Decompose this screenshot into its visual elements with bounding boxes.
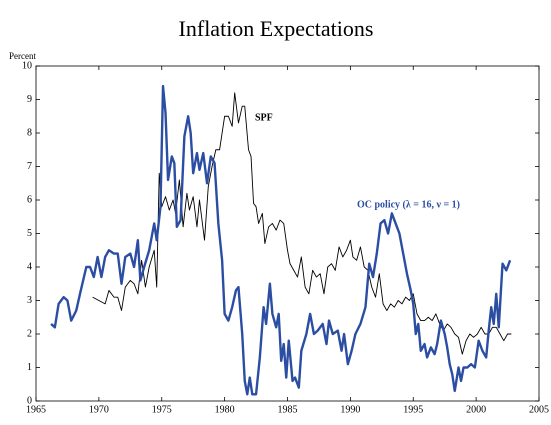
y-tick-label: 10 [22,60,32,71]
y-tick-label: 7 [27,161,32,172]
x-tick-label: 1975 [152,404,172,415]
y-tick-label: 0 [27,395,32,406]
x-tick-label: 2005 [529,404,549,415]
y-tick-label: 9 [27,94,32,105]
x-tick-label: 1965 [26,404,46,415]
y-tick-label: 6 [27,194,32,205]
y-axis-label: Percent [9,51,36,61]
x-tick-label: 1985 [278,404,298,415]
y-tick-label: 4 [27,261,32,272]
series-label: OC policy (λ = 16, ν = 1) [357,199,460,210]
y-tick-label: 5 [27,228,32,239]
y-tick-label: 1 [27,362,32,373]
y-tick-label: 3 [27,295,32,306]
series-line [50,84,512,396]
x-tick-label: 1970 [89,404,109,415]
chart-title: Inflation Expectations [179,16,374,41]
y-tick-label: 8 [27,127,32,138]
x-tick-label: 1995 [403,404,423,415]
series-label: SPF [255,112,273,123]
x-tick-label: 1990 [340,404,360,415]
x-tick-label: 2000 [466,404,486,415]
y-tick-label: 2 [27,328,32,339]
x-tick-label: 1980 [215,404,235,415]
